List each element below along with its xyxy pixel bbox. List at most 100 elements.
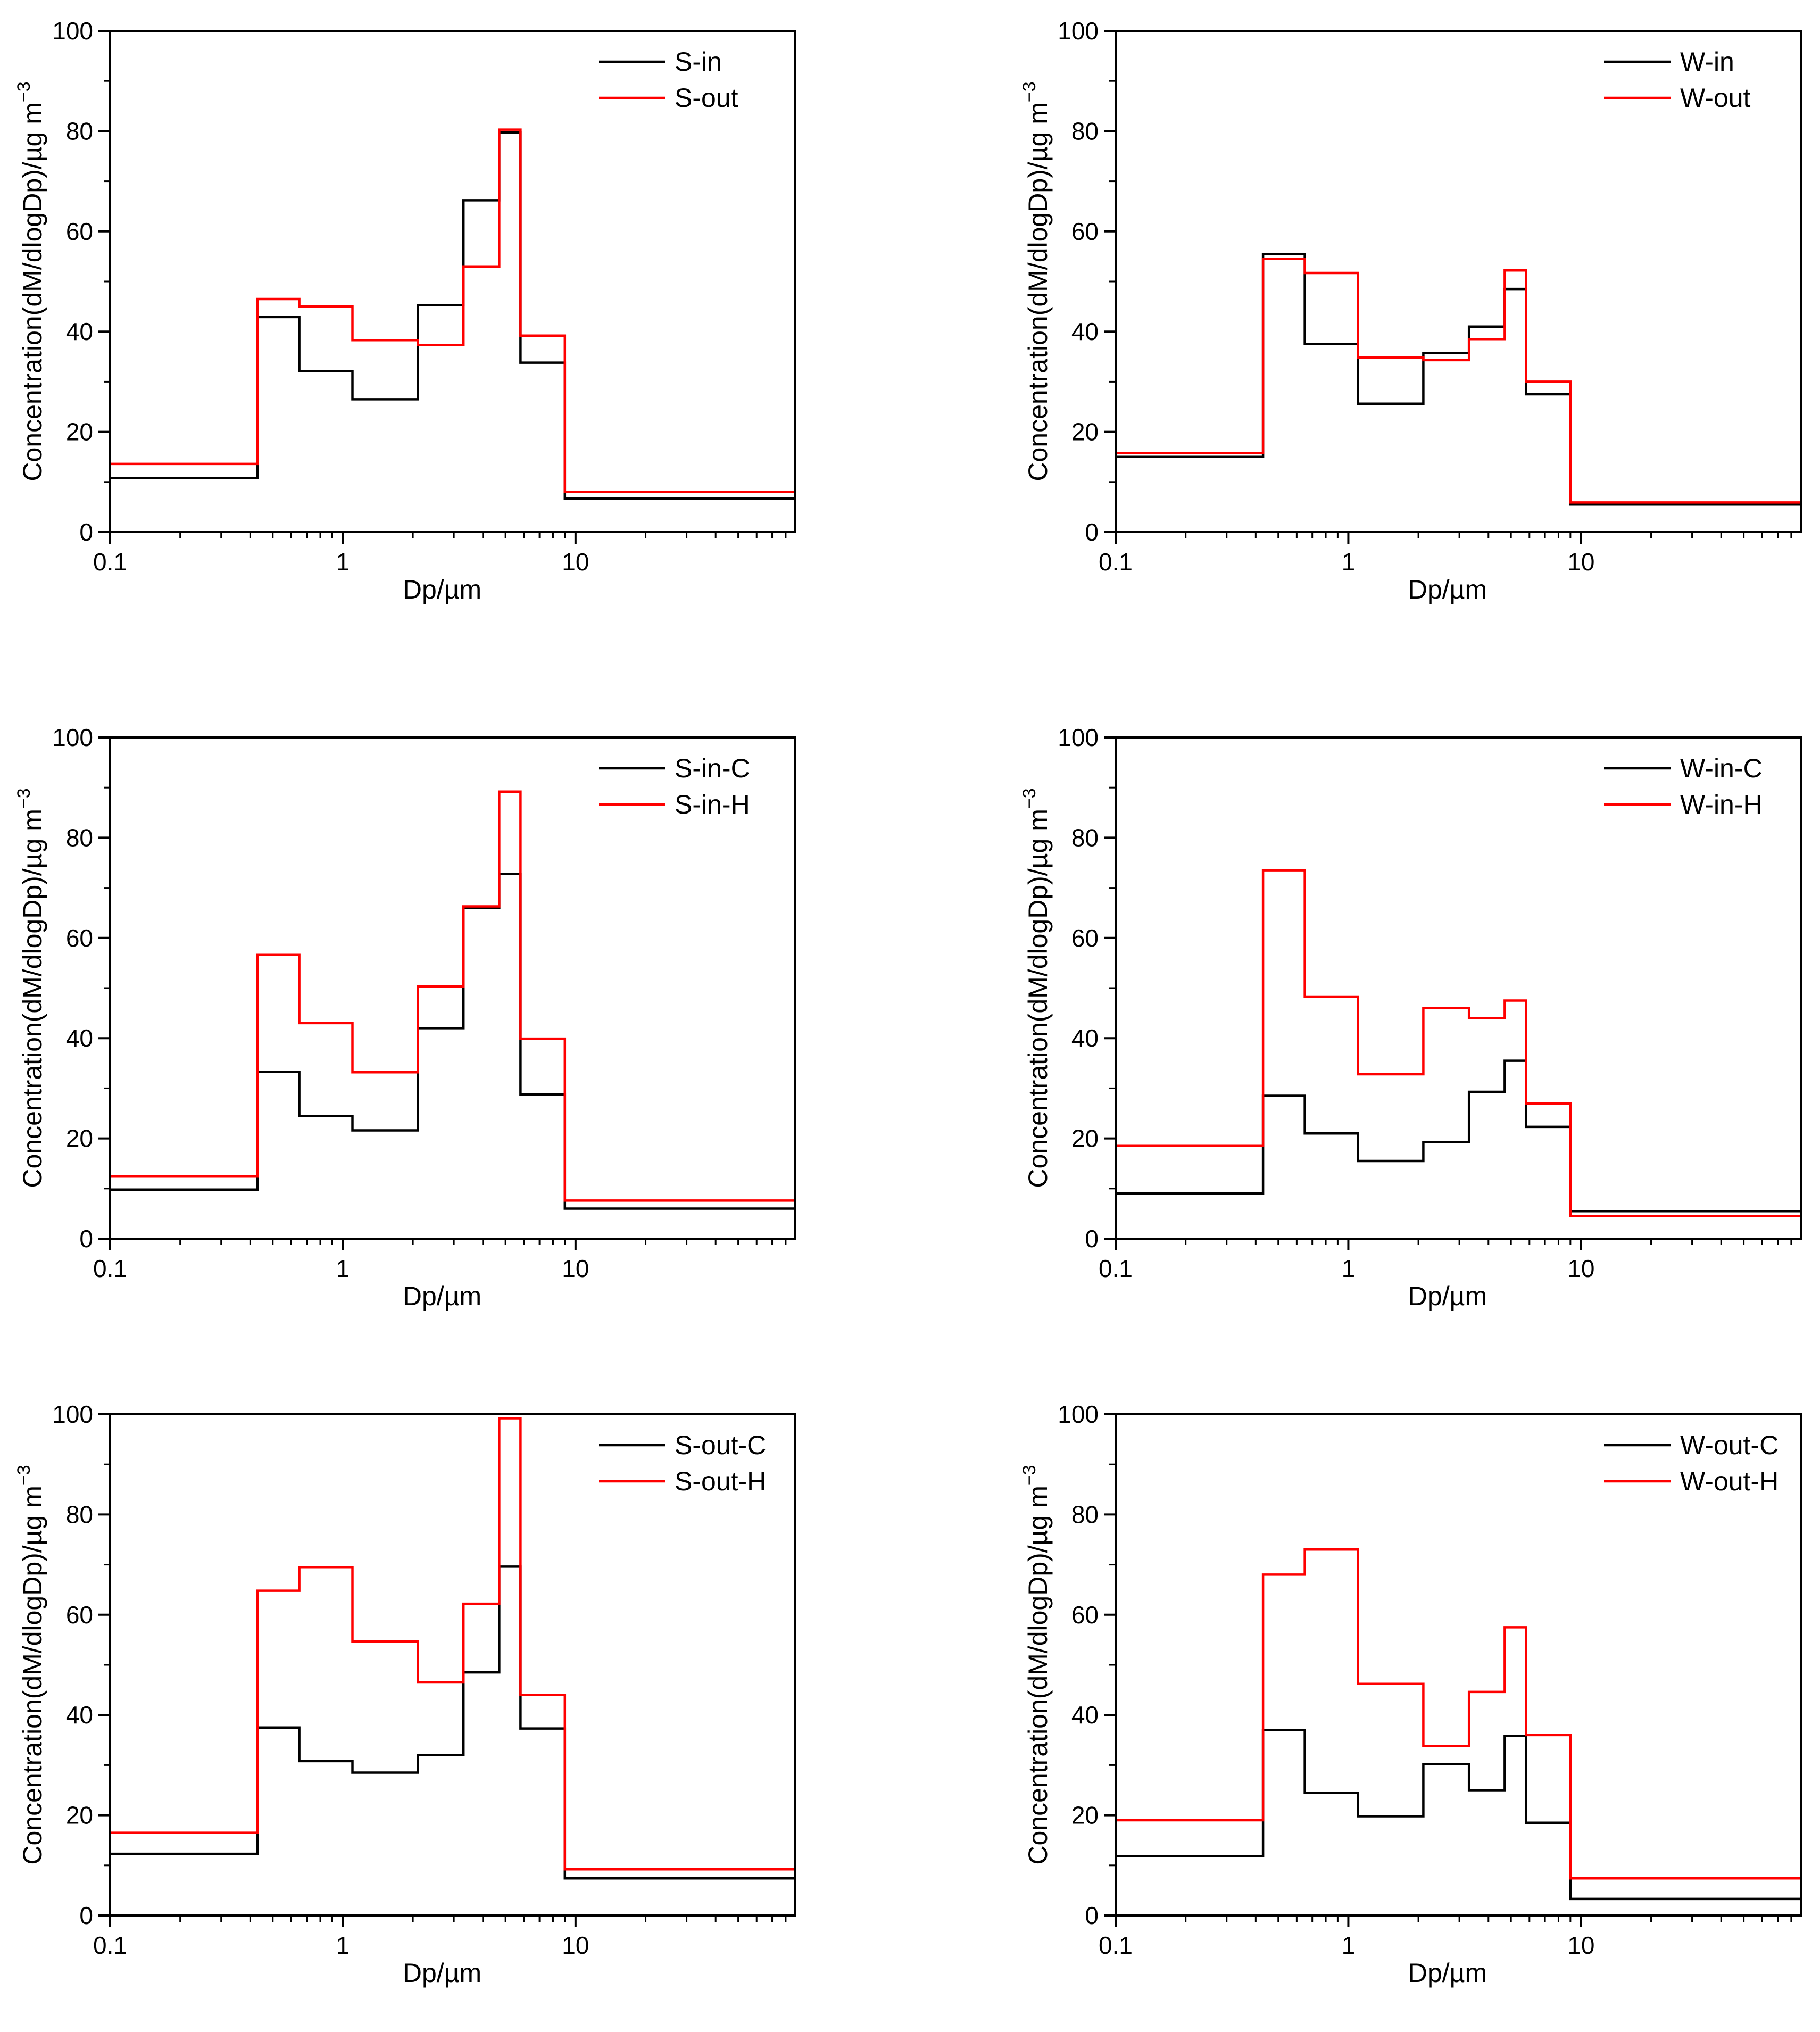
series-line-s-in [110, 131, 795, 500]
chart-svg: 0 20 40 60 80 100 0.1 1 10 Dp/µm Concentration(dM/… [14, 17, 796, 604]
x-tick-label: 1 [336, 1255, 350, 1282]
x-tick-label: 1 [336, 548, 350, 576]
x-tick-label: 1 [336, 1931, 350, 1959]
y-tick-label: 80 [66, 824, 93, 851]
y-axis-title-superscript: −3 [1019, 1465, 1040, 1486]
y-tick-label: 0 [1085, 1225, 1099, 1253]
series-line-s-out-h [110, 1417, 795, 1871]
chart-panel-s-in-s-out: 0 20 40 60 80 100 0.1 1 10 Dp/µm Concentration(dM/… [0, 0, 809, 638]
x-tick-label: 0.1 [93, 1255, 127, 1282]
y-axis-title-text: Concentration(dM/dlogDp)/µg m [18, 809, 47, 1188]
y-tick-label: 20 [1071, 1802, 1099, 1829]
legend-label-w-in-c: W-in-C [1680, 753, 1763, 783]
y-axis-title-superscript: −3 [14, 788, 34, 809]
y-tick-label: 20 [66, 418, 93, 446]
y-axis-title: Concentration(dM/dlogDp)/µg m−3 [1019, 81, 1053, 481]
x-tick-label: 1 [1342, 548, 1356, 576]
y-tick-label: 20 [1071, 418, 1099, 446]
series-line-w-out-c [1116, 1729, 1801, 1901]
x-tick-label: 0.1 [93, 548, 127, 576]
y-tick-label: 60 [66, 218, 93, 245]
y-tick-label: 80 [66, 117, 93, 145]
y-tick-label: 40 [66, 318, 93, 345]
y-tick-label: 0 [79, 518, 93, 546]
y-axis-title: Concentration(dM/dlogDp)/µg m−3 [14, 81, 47, 481]
x-tick-label: 10 [1567, 1931, 1594, 1959]
series-line-s-out-c [110, 1565, 795, 1880]
series-line-w-in-c [1116, 1059, 1801, 1213]
x-axis-title: Dp/µm [403, 1281, 481, 1311]
y-tick-label: 100 [1058, 724, 1099, 751]
x-tick-label: 10 [562, 1255, 589, 1282]
x-axis-title: Dp/µm [1408, 575, 1487, 604]
x-tick-label: 1 [1342, 1931, 1356, 1959]
y-tick-label: 20 [66, 1802, 93, 1829]
y-tick-label: 60 [1071, 924, 1099, 952]
y-axis-title-text: Concentration(dM/dlogDp)/µg m [1023, 809, 1053, 1188]
y-axis-title: Concentration(dM/dlogDp)/µg m−3 [14, 788, 47, 1188]
legend-label-s-out: S-out [675, 83, 738, 113]
y-tick-label: 100 [1058, 1400, 1099, 1428]
y-tick-label: 60 [1071, 1601, 1099, 1629]
legend-label-s-out-h: S-out-H [675, 1466, 766, 1496]
series-line-w-in-h [1116, 869, 1801, 1217]
series-line-s-in-c [110, 872, 795, 1210]
y-tick-label: 0 [1085, 1902, 1099, 1929]
y-tick-label: 0 [1085, 518, 1099, 546]
y-tick-label: 0 [79, 1225, 93, 1253]
legend-label-s-out-c: S-out-C [675, 1430, 766, 1460]
y-tick-label: 80 [1071, 1500, 1099, 1528]
y-tick-label: 80 [1071, 824, 1099, 851]
y-axis-title-superscript: −3 [1019, 81, 1040, 102]
series-line-w-out-h [1116, 1548, 1801, 1880]
x-tick-label: 0.1 [93, 1931, 127, 1959]
chart-panel-w-in-c-w-in-h: 0 20 40 60 80 100 0.1 1 10 Dp/µm Concentration(dM/… [1005, 707, 1814, 1345]
y-axis-title: Concentration(dM/dlogDp)/µg m−3 [1019, 788, 1053, 1188]
y-tick-label: 80 [1071, 117, 1099, 145]
series-line-w-in [1116, 252, 1801, 506]
legend-label-w-out: W-out [1680, 83, 1751, 113]
y-tick-label: 100 [52, 17, 93, 45]
chart-panel-s-in-c-s-in-h: 0 20 40 60 80 100 0.1 1 10 Dp/µm Concentration(dM/… [0, 707, 809, 1345]
legend-label-s-in: S-in [675, 47, 722, 77]
y-tick-label: 20 [66, 1125, 93, 1152]
x-axis-title: Dp/µm [1408, 1281, 1487, 1311]
y-axis-title-superscript: −3 [14, 81, 34, 102]
chart-panel-w-out-c-w-out-h: 0 20 40 60 80 100 0.1 1 10 Dp/µm Concentration(dM/… [1005, 1383, 1814, 2022]
y-tick-label: 40 [66, 1701, 93, 1729]
chart-svg: 0 20 40 60 80 100 0.1 1 10 Dp/µm Concentration(dM/… [14, 724, 796, 1311]
legend-label-s-in-c: S-in-C [675, 753, 750, 783]
y-tick-label: 40 [1071, 1024, 1099, 1052]
y-tick-label: 80 [66, 1500, 93, 1528]
y-axis-title: Concentration(dM/dlogDp)/µg m−3 [1019, 1465, 1053, 1864]
chart-svg: 0 20 40 60 80 100 0.1 1 10 Dp/µm Concentration(dM/… [1019, 17, 1802, 604]
y-tick-label: 60 [1071, 218, 1099, 245]
chart-svg: 0 20 40 60 80 100 0.1 1 10 Dp/µm Concentration(dM/… [14, 1400, 796, 1988]
x-tick-label: 10 [562, 1931, 589, 1959]
y-tick-label: 100 [52, 724, 93, 751]
x-tick-label: 1 [1342, 1255, 1356, 1282]
legend-label-w-in: W-in [1680, 47, 1734, 77]
chart-panel-s-out-c-s-out-h: 0 20 40 60 80 100 0.1 1 10 Dp/µm Concentration(dM/… [0, 1383, 809, 2022]
x-tick-label: 10 [1567, 1255, 1594, 1282]
x-axis-title: Dp/µm [403, 575, 481, 604]
x-axis-title: Dp/µm [403, 1958, 481, 1988]
y-axis-title-text: Concentration(dM/dlogDp)/µg m [18, 1486, 47, 1864]
y-tick-label: 40 [1071, 1701, 1099, 1729]
series-line-s-out [110, 128, 795, 493]
y-tick-label: 20 [1071, 1125, 1099, 1152]
y-axis-title: Concentration(dM/dlogDp)/µg m−3 [14, 1465, 47, 1864]
chart-panel-w-in-w-out: 0 20 40 60 80 100 0.1 1 10 Dp/µm Concentration(dM/… [1005, 0, 1814, 638]
y-tick-label: 60 [66, 924, 93, 952]
y-axis-title-superscript: −3 [14, 1465, 34, 1486]
y-axis-title-text: Concentration(dM/dlogDp)/µg m [1023, 1486, 1053, 1864]
x-tick-label: 10 [1567, 548, 1594, 576]
y-tick-label: 100 [52, 1400, 93, 1428]
legend-label-w-in-h: W-in-H [1680, 790, 1763, 819]
x-tick-label: 0.1 [1099, 548, 1133, 576]
y-tick-label: 0 [79, 1902, 93, 1929]
legend-label-w-out-c: W-out-C [1680, 1430, 1779, 1460]
series-line-w-out [1116, 258, 1801, 504]
y-tick-label: 100 [1058, 17, 1099, 45]
